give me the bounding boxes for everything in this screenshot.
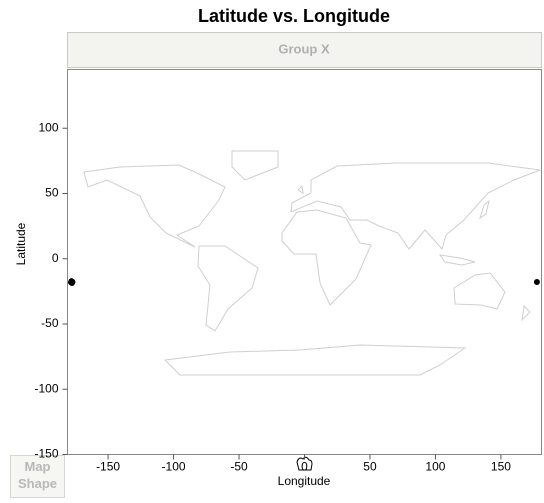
y-tick-label: 50 — [45, 186, 59, 200]
y-tick-label: -50 — [41, 316, 59, 330]
land — [163, 344, 467, 376]
point — [68, 279, 75, 286]
hand-cursor — [296, 456, 313, 471]
land — [438, 254, 476, 266]
x-tick-label: 50 — [363, 460, 377, 474]
group-header — [67, 32, 542, 68]
zone-box — [10, 455, 65, 498]
land — [290, 162, 541, 251]
y-tick-label: -150 — [34, 447, 58, 461]
land — [231, 150, 279, 181]
x-tick-label: 150 — [491, 460, 511, 474]
chart-title: Latitude vs. Longitude — [198, 6, 390, 26]
zone-wrap: Map Shape — [17, 459, 57, 491]
land — [453, 272, 506, 310]
land — [521, 304, 531, 322]
land — [297, 184, 304, 194]
zone-label: Map Shape — [17, 459, 57, 491]
land — [281, 209, 372, 306]
land — [197, 245, 259, 332]
x-tick-label: 100 — [425, 460, 445, 474]
map — [83, 150, 541, 376]
point — [533, 278, 540, 285]
x-tick-label: -50 — [230, 460, 248, 474]
y-tick-label: 0 — [52, 251, 59, 265]
x-tick-label: -150 — [96, 460, 120, 474]
y-axis-label: Latitude — [14, 222, 28, 265]
x-tick-label: -100 — [162, 460, 186, 474]
y-tick-label: -100 — [34, 381, 58, 395]
land — [83, 164, 226, 248]
y-tick-label: 100 — [38, 120, 58, 134]
group-label: Group X — [278, 41, 330, 56]
x-tick-label: 0 — [301, 460, 308, 474]
x-axis-label: Longitude — [278, 474, 331, 488]
land — [479, 199, 490, 220]
